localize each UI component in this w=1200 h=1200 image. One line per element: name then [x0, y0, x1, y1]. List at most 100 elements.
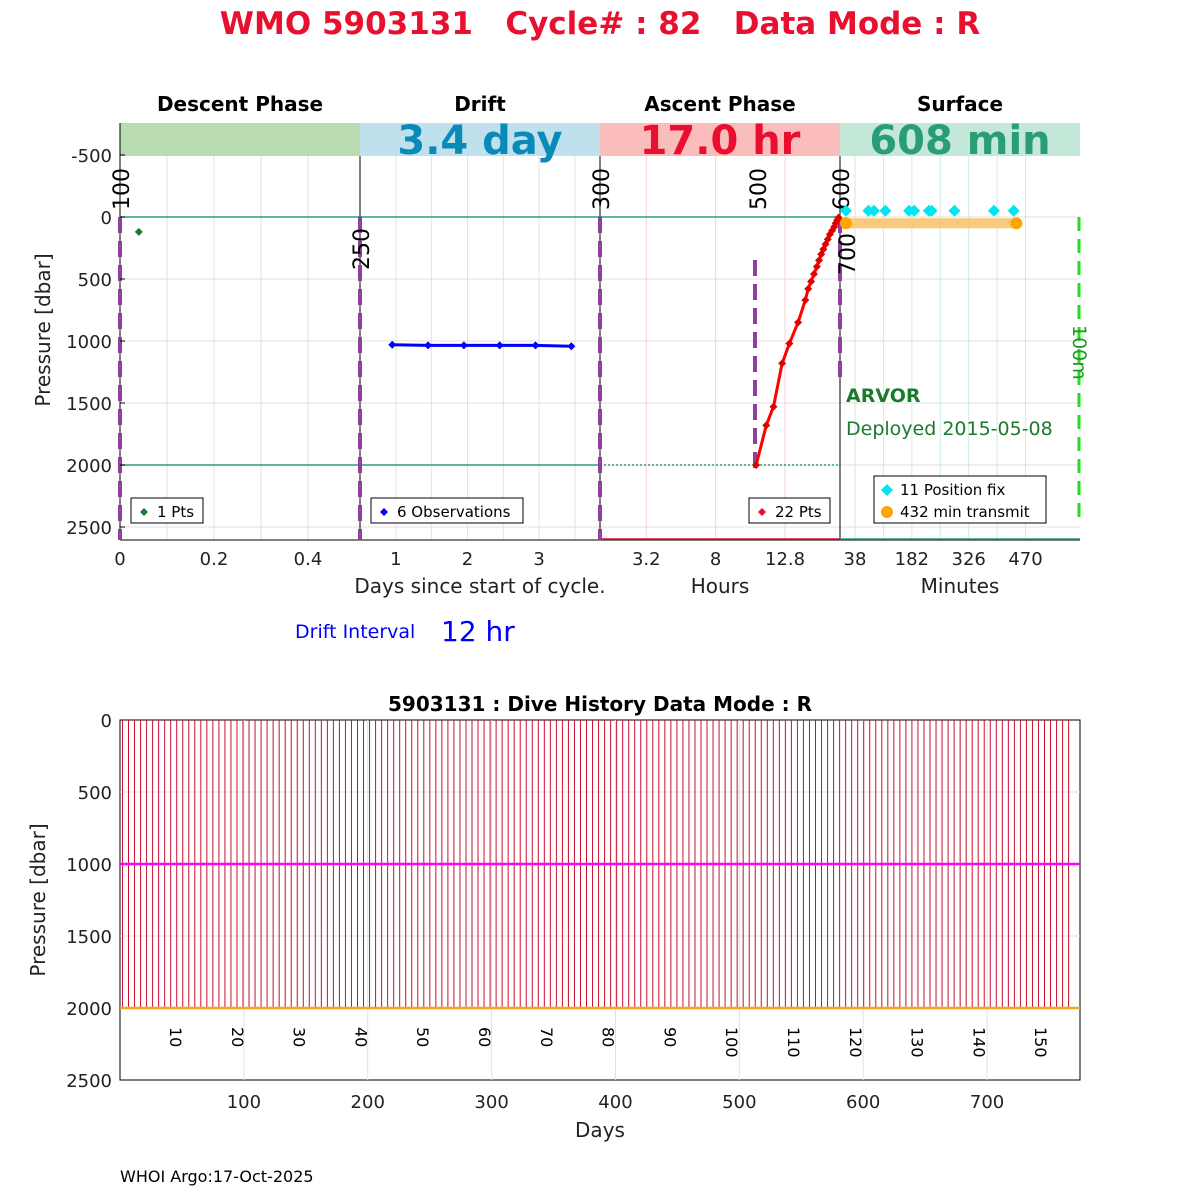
- drift-interval-value: 12 hr: [441, 615, 515, 648]
- x-axis-label: Days: [575, 1118, 625, 1142]
- drift-legend-box: [370, 497, 524, 524]
- x-tick-label-days: 0.4: [294, 549, 323, 570]
- surface-legend-marker: [881, 484, 893, 496]
- marker-label-0: 100: [110, 168, 135, 210]
- transmit-point: [839, 217, 852, 230]
- ascent-legend-label: 22 Pts: [775, 503, 822, 521]
- marker-label-100m: 100m: [1068, 325, 1090, 380]
- y-tick-label: 2500: [66, 1071, 112, 1092]
- marker-label-3: 500: [747, 168, 772, 210]
- phase-duration-3: 608 min: [869, 118, 1050, 164]
- y-tick-label: 500: [78, 270, 112, 291]
- ascent-point: [762, 421, 771, 430]
- ascent-point: [804, 284, 813, 293]
- ascent-point: [785, 339, 794, 348]
- x-tick-label: 500: [722, 1092, 756, 1113]
- x-tick-label-minutes: 182: [895, 549, 929, 570]
- ascent-point: [807, 277, 816, 286]
- x-tick-label-minutes: 326: [952, 549, 986, 570]
- cycle-label: 150: [1031, 1027, 1050, 1058]
- cycle-label: 30: [290, 1027, 309, 1047]
- y-tick-label: 500: [78, 783, 112, 804]
- drift-point: [459, 341, 468, 350]
- x-tick-label-drift: 1: [390, 549, 401, 570]
- ascent-legend-box: [748, 497, 831, 524]
- phase-band-2: [600, 123, 840, 156]
- ascent-point: [809, 270, 818, 279]
- phase-title-0: Descent Phase: [157, 92, 323, 116]
- phase-title-2: Ascent Phase: [644, 92, 795, 116]
- phase-duration-2: 17.0 hr: [640, 118, 801, 164]
- descent-legend-marker: [140, 508, 148, 516]
- y-tick-label: 1500: [66, 927, 112, 948]
- position-fix-point: [839, 204, 852, 217]
- drift-point: [424, 341, 433, 350]
- y-tick-label: 0: [101, 208, 112, 229]
- cycle-label: 80: [599, 1027, 618, 1047]
- drift-line: [392, 343, 572, 348]
- float-model: ARVOR: [846, 385, 921, 407]
- cycle-label: 50: [413, 1027, 432, 1047]
- cycle-label: 40: [351, 1027, 370, 1047]
- cycle-label: 10: [166, 1027, 185, 1047]
- x-axis-label-hours: Hours: [691, 574, 750, 598]
- x-tick-label-days: 0: [114, 549, 125, 570]
- x-tick-label-hours: 3.2: [632, 549, 661, 570]
- surface-legend-label: 11 Position fix: [900, 481, 1005, 499]
- position-fix-point: [948, 204, 961, 217]
- x-axis-label-days: Days since start of cycle.: [354, 574, 605, 598]
- cycle-label: 100: [722, 1027, 741, 1058]
- drift-point: [531, 341, 540, 350]
- dive-history-panel: 5903131 : Dive History Data Mode : R 0 500…: [26, 692, 1081, 1142]
- drift-point: [388, 340, 397, 349]
- ascent-point: [794, 318, 803, 327]
- drift-point: [567, 342, 576, 351]
- dive-history-frame: [119, 719, 1081, 1081]
- marker-label-2: 300: [590, 168, 615, 210]
- ascent-point: [812, 262, 821, 271]
- y-tick-label: -500: [71, 146, 112, 167]
- x-tick-label: 300: [474, 1092, 508, 1113]
- cycle-label: 120: [846, 1027, 865, 1058]
- marker-label-1: 250: [350, 228, 375, 270]
- y-tick-label: 0: [101, 711, 112, 732]
- surface-legend-label: 432 min transmit: [900, 503, 1030, 521]
- phase-title-3: Surface: [917, 92, 1003, 116]
- position-fix-point: [1007, 204, 1020, 217]
- position-fix-point: [908, 204, 921, 217]
- cycle-label: 130: [908, 1027, 927, 1058]
- cycle-label: 60: [475, 1027, 494, 1047]
- phase-band-3: [840, 123, 1080, 156]
- ascent-point: [769, 402, 778, 411]
- cycle-label: 20: [228, 1027, 247, 1047]
- y-tick-label: 1000: [66, 855, 112, 876]
- transmit-point: [1010, 217, 1023, 230]
- position-fix-point: [925, 204, 938, 217]
- ascent-point: [801, 296, 810, 305]
- position-fix-point: [867, 204, 880, 217]
- x-tick-label: 400: [598, 1092, 632, 1113]
- cycle-label: 140: [969, 1027, 988, 1058]
- x-tick-label-drift: 3: [533, 549, 544, 570]
- x-tick-label: 100: [227, 1092, 261, 1113]
- deployment-date: Deployed 2015-05-08: [846, 418, 1053, 440]
- ascent-point: [778, 359, 787, 368]
- y-tick-label: 2000: [66, 999, 112, 1020]
- ascent-legend-marker: [758, 508, 766, 516]
- descent-legend: 1 Pts: [130, 497, 204, 524]
- phase-band-1: [360, 123, 600, 156]
- x-tick-label-drift: 2: [462, 549, 473, 570]
- ascent-point: [834, 213, 843, 222]
- phase-duration-1: 3.4 day: [397, 118, 562, 164]
- phase-band-0: [120, 123, 360, 156]
- surface-legend: 11 Position fix 432 min transmit: [873, 475, 1047, 524]
- x-tick-label-hours: 12.8: [765, 549, 805, 570]
- drift-legend-label: 6 Observations: [397, 503, 511, 521]
- drift-point: [495, 341, 504, 350]
- y-axis-label: Pressure [dbar]: [26, 823, 50, 976]
- dive-history-title: 5903131 : Dive History Data Mode : R: [388, 692, 812, 716]
- ascent-point: [752, 461, 761, 469]
- page-title: WMO 5903131 Cycle# : 82 Data Mode : R: [220, 6, 981, 42]
